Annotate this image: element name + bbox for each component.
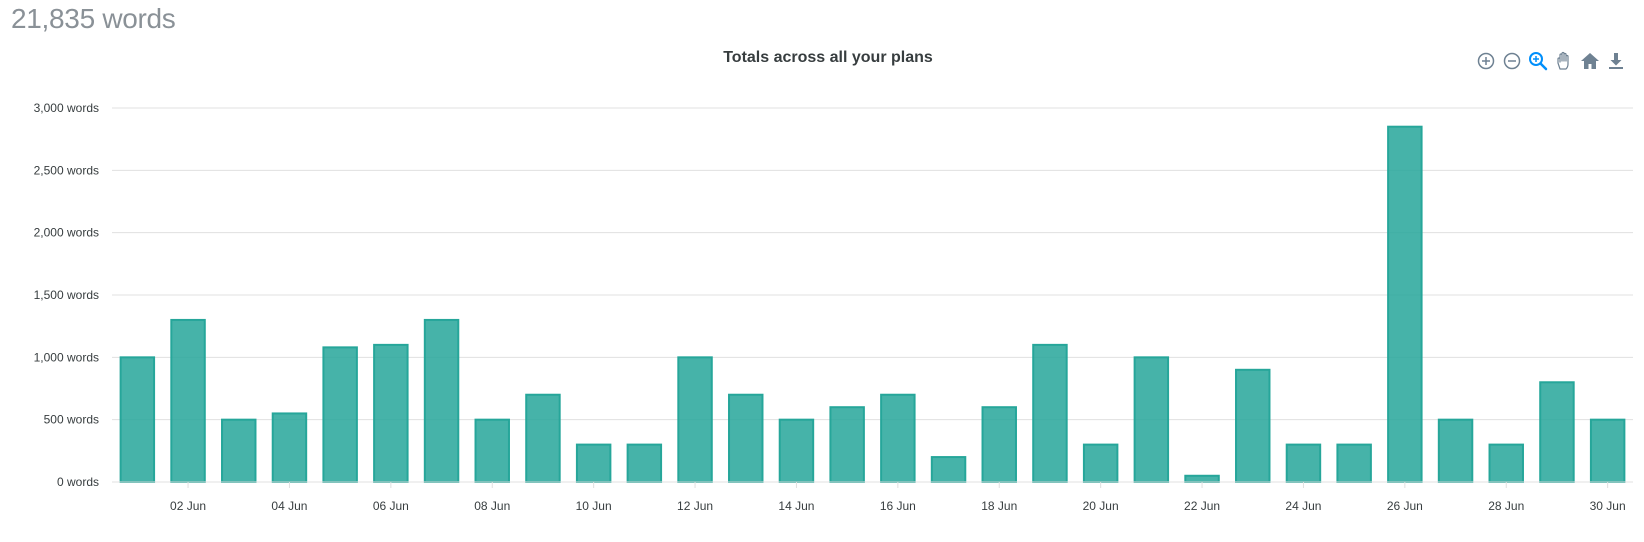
x-tick-label: 12 Jun xyxy=(677,499,713,513)
x-axis xyxy=(112,481,1633,488)
y-tick-label: 0 words xyxy=(57,475,99,489)
x-tick-label: 18 Jun xyxy=(981,499,1017,513)
pan-icon[interactable] xyxy=(1552,49,1576,73)
bar-12-jun[interactable] xyxy=(677,356,713,484)
bar-22-jun[interactable] xyxy=(1184,474,1220,483)
download-icon[interactable] xyxy=(1604,49,1628,73)
y-tick-label: 1,000 words xyxy=(34,350,99,364)
y-axis-labels: 0 words 500 words 1,000 words 1,500 words 2,… xyxy=(34,101,99,489)
bar-09-jun[interactable] xyxy=(525,393,561,484)
bar-21-jun[interactable] xyxy=(1133,356,1170,484)
bar-15-jun[interactable] xyxy=(829,406,865,484)
grid-lines xyxy=(112,107,1633,483)
bar-07-jun[interactable] xyxy=(423,318,460,483)
bar-06-jun[interactable] xyxy=(373,343,409,483)
chart-toolbar xyxy=(1474,49,1630,73)
y-tick-label: 2,000 words xyxy=(34,226,99,240)
bar-14-jun[interactable] xyxy=(778,418,815,483)
bar-11-jun[interactable] xyxy=(626,443,663,484)
x-tick-label: 10 Jun xyxy=(576,499,612,513)
bar-24-jun[interactable] xyxy=(1285,443,1322,484)
bar-27-jun[interactable] xyxy=(1437,418,1474,483)
x-axis-labels: 02 Jun 04 Jun 06 Jun 08 Jun 10 Jun 12 Jun 14 J… xyxy=(170,499,1626,513)
bar-29-jun[interactable] xyxy=(1539,381,1575,483)
bar-25-jun[interactable] xyxy=(1336,443,1372,484)
bar-28-jun[interactable] xyxy=(1488,443,1524,484)
chart-title: Totals across all your plans xyxy=(723,49,933,66)
x-tick-label: 08 Jun xyxy=(474,499,510,513)
x-tick-label: 24 Jun xyxy=(1285,499,1321,513)
x-tick-label: 26 Jun xyxy=(1387,499,1423,513)
bar-20-jun[interactable] xyxy=(1082,443,1119,484)
bar-13-jun[interactable] xyxy=(728,393,764,484)
zoom-in-icon[interactable] xyxy=(1474,49,1498,73)
bar-10-jun[interactable] xyxy=(575,443,612,484)
bar-26-jun[interactable] xyxy=(1387,125,1423,483)
x-tick-label: 16 Jun xyxy=(880,499,916,513)
bar-02-jun[interactable] xyxy=(170,318,206,483)
x-tick-label: 22 Jun xyxy=(1184,499,1220,513)
x-tick-label: 14 Jun xyxy=(778,499,814,513)
x-tick-label: 30 Jun xyxy=(1590,499,1626,513)
zoom-out-icon[interactable] xyxy=(1500,49,1524,73)
x-tick-label: 20 Jun xyxy=(1083,499,1119,513)
bar-19-jun[interactable] xyxy=(1032,343,1068,483)
x-tick-label: 28 Jun xyxy=(1488,499,1524,513)
x-tick-label: 06 Jun xyxy=(373,499,409,513)
x-tick-label: 04 Jun xyxy=(271,499,307,513)
y-tick-label: 3,000 words xyxy=(34,101,99,115)
x-tick-label: 02 Jun xyxy=(170,499,206,513)
bar-04-jun[interactable] xyxy=(271,412,308,483)
bar-18-jun[interactable] xyxy=(981,406,1017,484)
bar-03-jun[interactable] xyxy=(221,418,257,483)
bar-08-jun[interactable] xyxy=(474,418,510,483)
y-tick-label: 2,500 words xyxy=(34,163,99,177)
bar-16-jun[interactable] xyxy=(880,393,916,484)
bars xyxy=(119,125,1626,484)
bar-01-jun[interactable] xyxy=(119,356,156,484)
bar-30-jun[interactable] xyxy=(1589,418,1626,483)
bar-23-jun[interactable] xyxy=(1235,368,1271,483)
selection-zoom-icon[interactable] xyxy=(1526,49,1550,73)
bar-05-jun[interactable] xyxy=(322,346,358,483)
reset-home-icon[interactable] xyxy=(1578,49,1602,73)
bar-17-jun[interactable] xyxy=(930,456,967,484)
y-tick-label: 500 words xyxy=(44,413,99,427)
total-words-heading: 21,835 words xyxy=(11,3,176,34)
y-tick-label: 1,500 words xyxy=(34,288,99,302)
